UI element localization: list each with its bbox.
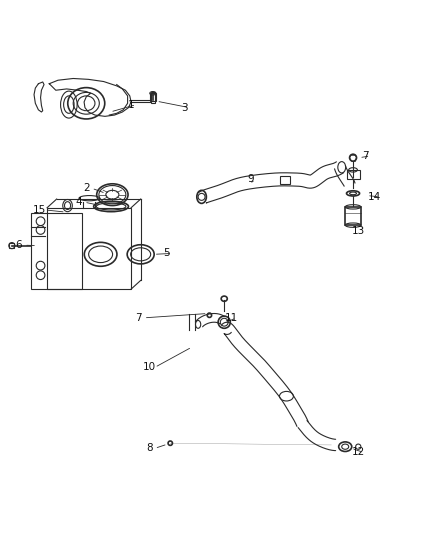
Text: 3: 3 bbox=[181, 103, 187, 112]
Text: 6: 6 bbox=[15, 240, 22, 250]
Bar bbox=[9, 243, 14, 248]
Text: 12: 12 bbox=[352, 447, 365, 457]
Text: 15: 15 bbox=[33, 205, 46, 215]
Text: 14: 14 bbox=[368, 192, 381, 202]
Bar bbox=[280, 176, 290, 184]
Bar bbox=[47, 208, 131, 289]
Text: 5: 5 bbox=[163, 248, 170, 259]
Text: 10: 10 bbox=[143, 362, 156, 373]
Text: 13: 13 bbox=[352, 226, 365, 236]
Bar bbox=[347, 170, 360, 180]
Text: 9: 9 bbox=[247, 174, 254, 184]
Text: 11: 11 bbox=[225, 313, 238, 323]
Text: 7: 7 bbox=[135, 313, 142, 323]
Text: 8: 8 bbox=[146, 443, 153, 454]
Text: 2: 2 bbox=[83, 183, 89, 193]
Bar bbox=[151, 92, 155, 103]
Bar bbox=[150, 93, 156, 101]
Text: 1: 1 bbox=[128, 100, 134, 110]
Text: 7: 7 bbox=[362, 151, 368, 161]
Text: 4: 4 bbox=[75, 197, 82, 207]
Bar bbox=[345, 207, 361, 225]
Bar bbox=[31, 213, 82, 289]
